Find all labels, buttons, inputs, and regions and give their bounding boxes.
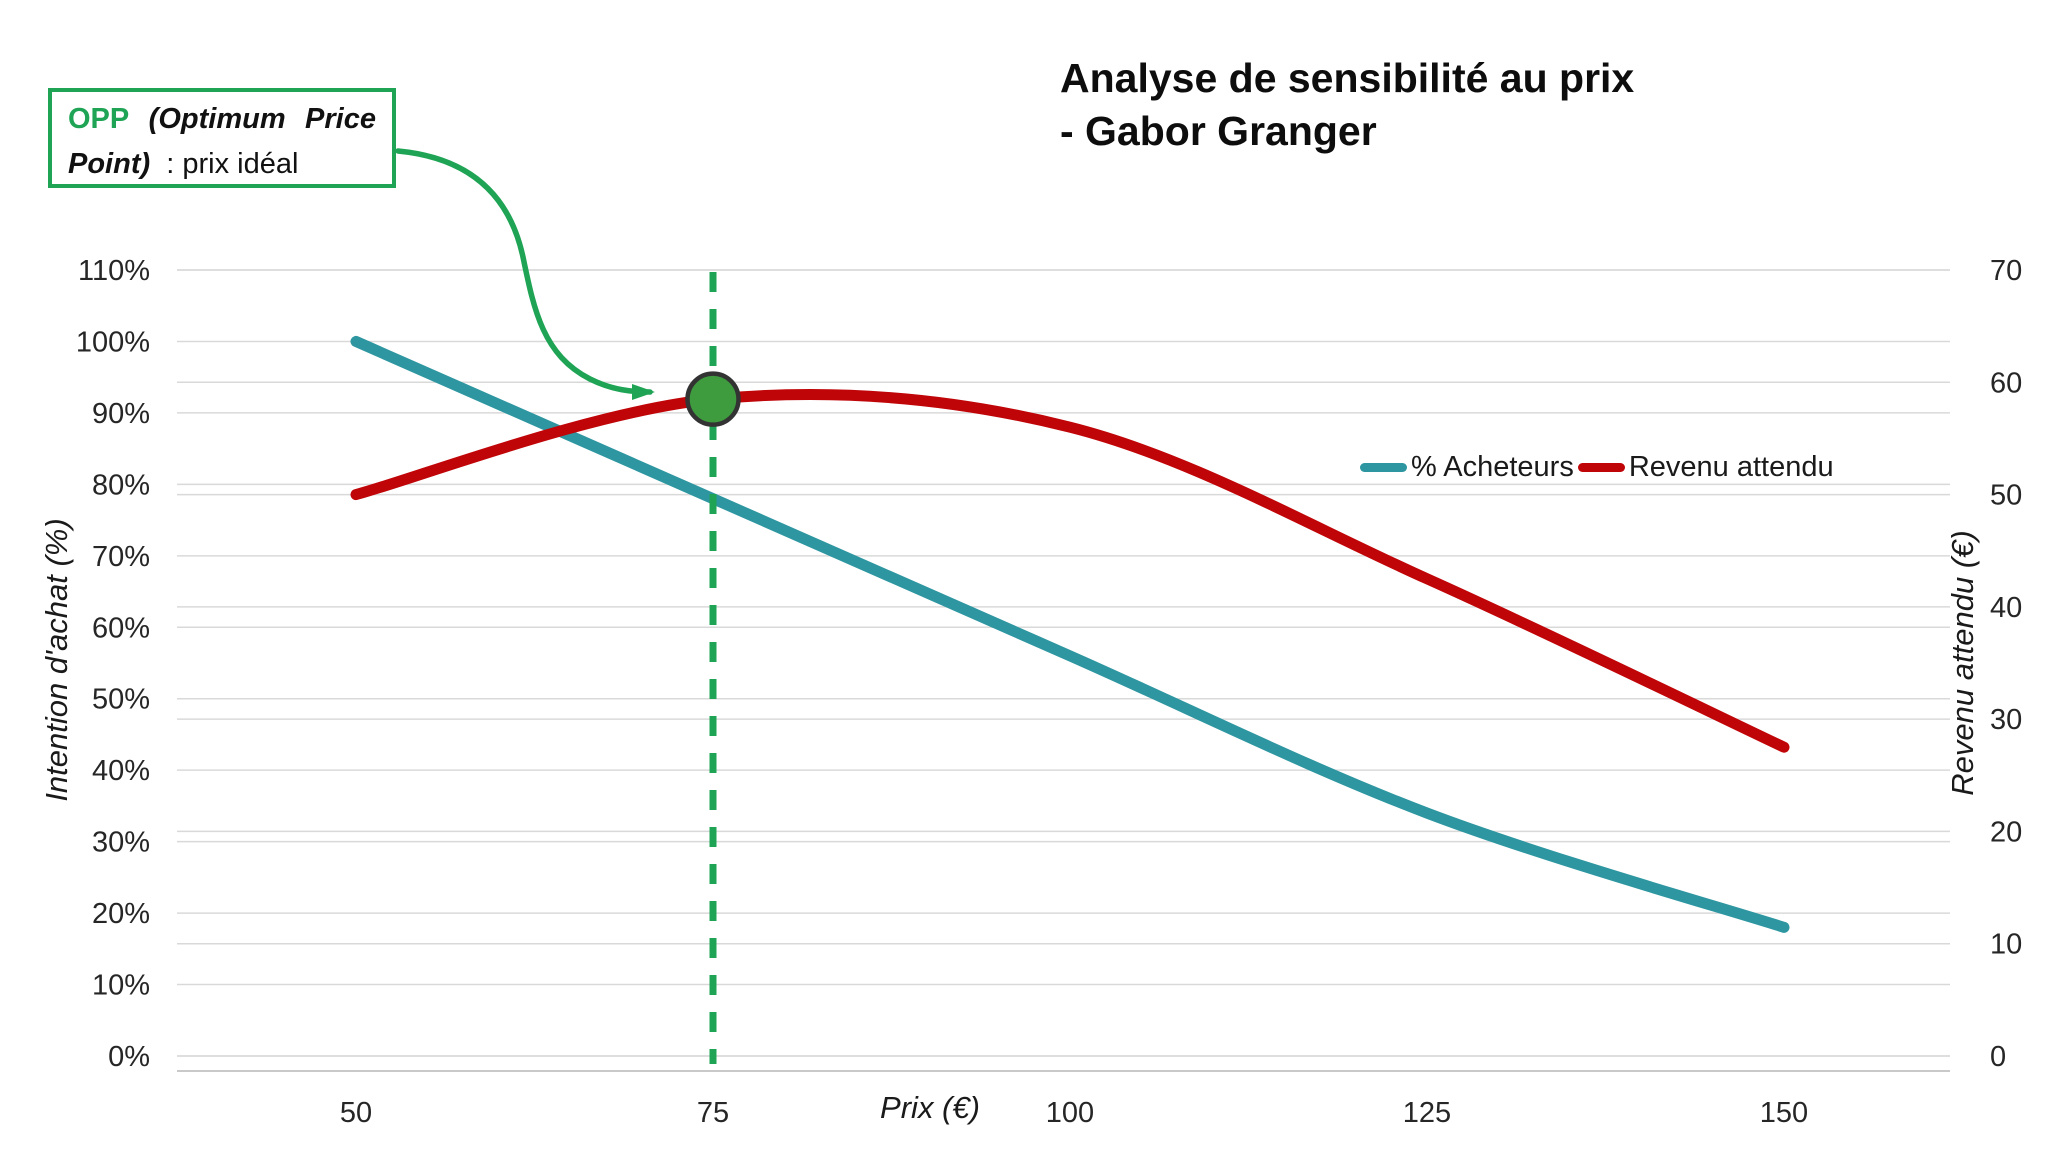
y-right-tick-label: 40 [1990,592,2022,624]
legend-label-acheteurs: % Acheteurs [1411,451,1574,483]
y-axis-title-left: Intention d'achat (%) [39,518,74,802]
y-left-tick-label: 80% [92,469,150,501]
y-left-tick-label: 10% [92,970,150,1002]
y-left-tick-label: 60% [92,612,150,644]
y-axis-title-right: Revenu attendu (€) [1945,530,1980,796]
y-left-tick-label: 100% [76,326,150,358]
chart-title-line2: - Gabor Granger [1060,108,1377,154]
opp-annotation-line2: Point) : prix idéal [68,142,376,187]
opp-annotation-box: OPP (Optimum Price Point) : prix idéal [48,88,396,188]
opp-annotation-arrow-icon [395,148,655,400]
opp-word2: Price [305,103,376,135]
x-tick-label: 100 [1046,1097,1094,1129]
x-tick-label: 75 [697,1097,729,1129]
y-right-tick-label: 70 [1990,255,2022,287]
opp-abbr: OPP [68,103,130,135]
opp-point-marker [685,371,741,427]
series-line-revenu [350,389,1790,753]
y-left-tick-label: 70% [92,541,150,573]
series-line-acheteurs [350,335,1790,933]
opp-suffix-text: : prix idéal [166,148,299,180]
y-left-tick-label: 90% [92,398,150,430]
y-left-tick-label: 0% [108,1041,150,1073]
y-right-tick-label: 30 [1990,704,2022,736]
y-right-tick-label: 50 [1990,480,2022,512]
x-axis-title: Prix (€) [880,1090,980,1125]
legend: % Acheteurs Revenu attendu [1356,451,1834,484]
opp-annotation-line1: OPP (Optimum Price [68,97,376,142]
x-tick-label: 150 [1760,1097,1808,1129]
y-left-tick-label: 20% [92,898,150,930]
opp-word3: Point) [68,148,151,180]
x-tick-label: 50 [340,1097,372,1129]
y-right-tick-label: 0 [1990,1041,2006,1073]
chart-title-line1: Analyse de sensibilité au prix [1060,55,1635,101]
data-series [350,335,1790,933]
legend-swatch-revenu [1577,463,1625,472]
y-right-tick-label: 20 [1990,816,2022,848]
gridlines [177,269,1950,1057]
y-left-tick-label: 30% [92,827,150,859]
opp-marker-group [685,272,741,1064]
y-right-tick-label: 10 [1990,929,2022,961]
y-left-tick-label: 110% [78,255,150,287]
opp-word1: (Optimum [148,103,286,135]
y-left-tick-label: 40% [92,755,150,787]
tick-labels: 0% 10% 20% 30% 40% 50% 60% 70% 80% 90% 100% 110% 0 10… [76,255,2022,1129]
y-right-tick-label: 60 [1990,367,2022,399]
legend-label-revenu: Revenu attendu [1628,451,1834,483]
x-tick-label: 125 [1403,1097,1451,1129]
y-left-tick-label: 50% [92,684,150,716]
legend-swatch-acheteurs [1360,463,1407,472]
chart-title: Analyse de sensibilité au prix - Gabor G… [1060,52,1634,158]
